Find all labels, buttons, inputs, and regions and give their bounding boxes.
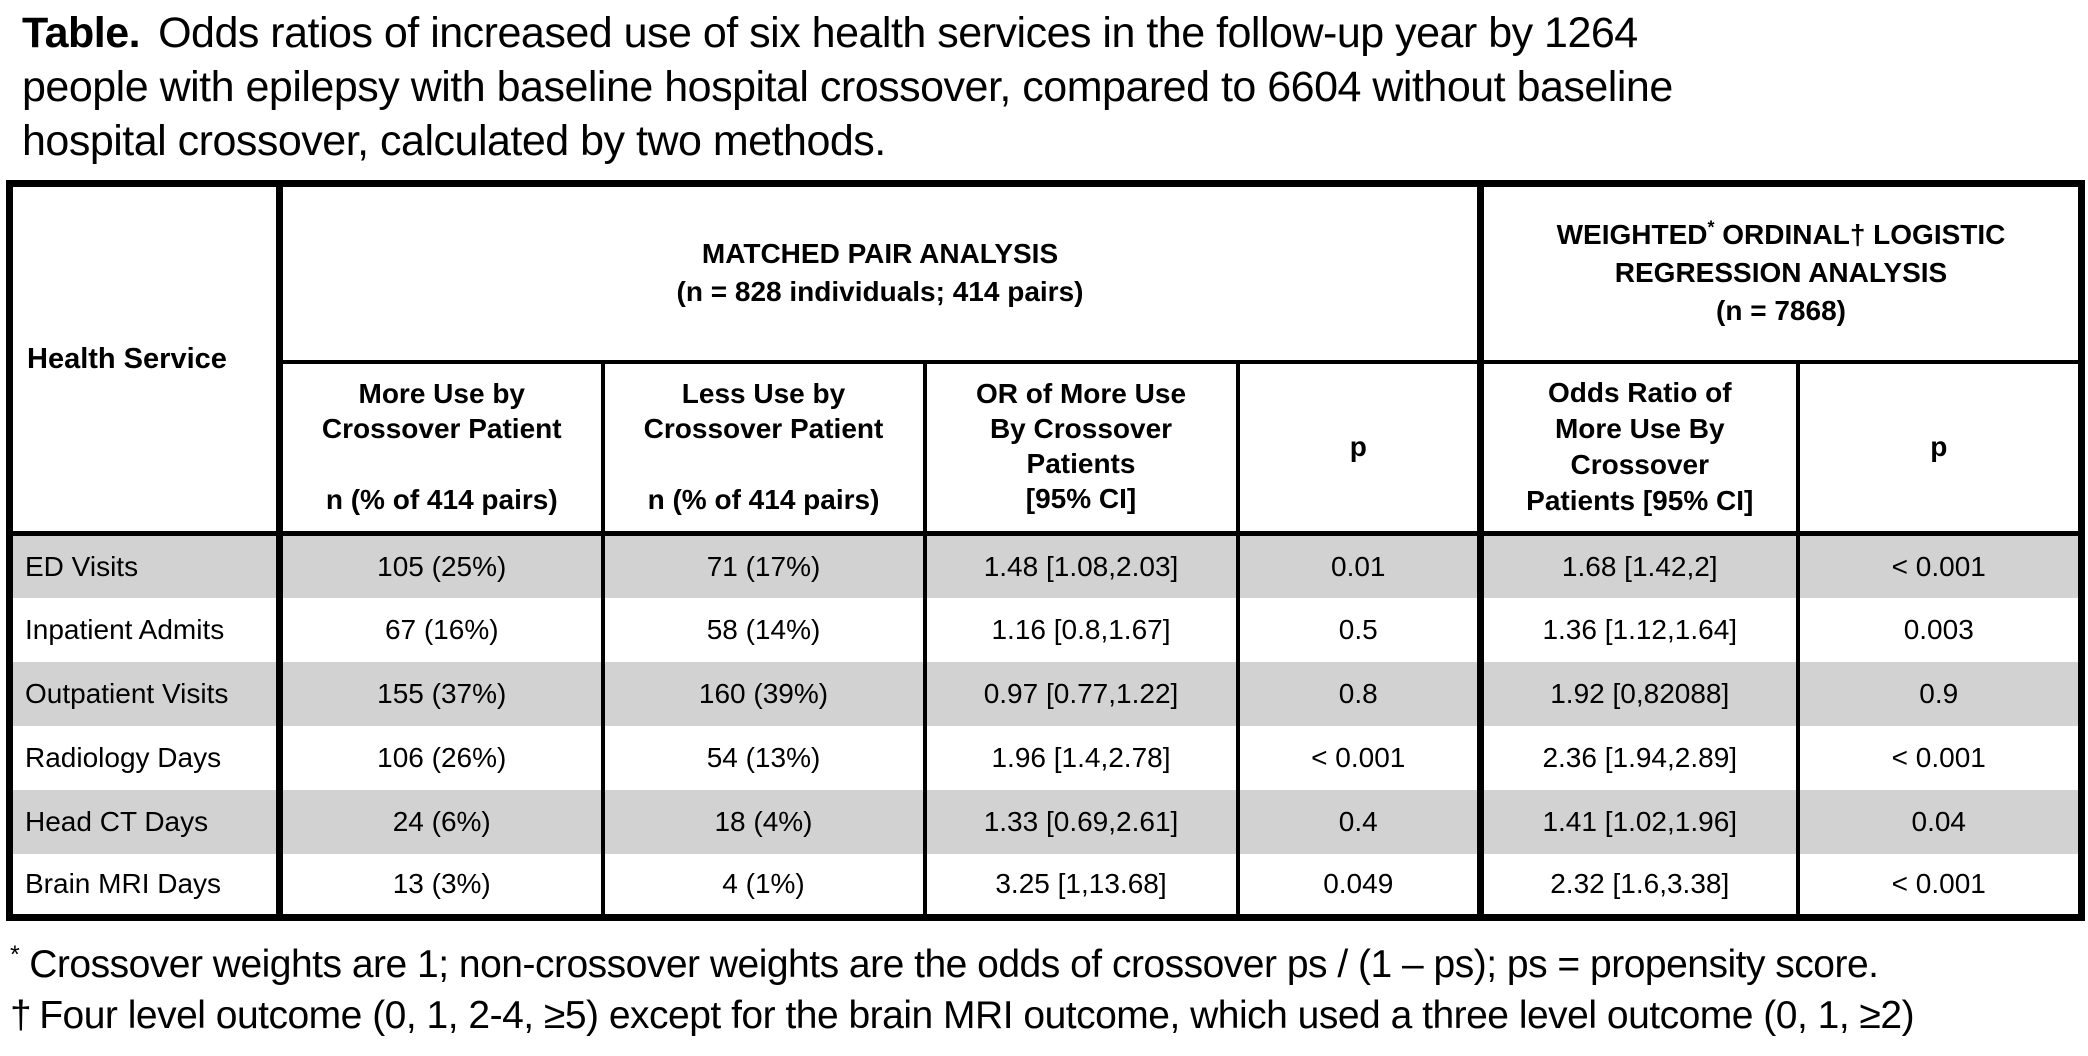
or-weighted-line2: More Use By [1554, 413, 1725, 445]
p-cell: 0.8 [1235, 661, 1481, 726]
more-use-n-label: n (% of 414 pairs) [325, 483, 558, 515]
more-use-title: More Use by Crossover Patient [287, 376, 601, 446]
table-row-inpatient-admits: Inpatient Admits 67 (16%) 58 (14%) 1.16 … [10, 597, 2082, 662]
weighted-p-cell: < 0.001 [1795, 533, 2082, 598]
weighted-p-cell: 0.04 [1795, 789, 2082, 854]
paper-table-figure: Table. Odds ratios of increased use of si… [0, 6, 2088, 1056]
more-use-line2: Crossover Patient [321, 412, 562, 444]
asterisk-marker: * [10, 941, 20, 969]
or-ci-cell: 1.16 [0.8,1.67] [922, 597, 1238, 662]
more-use-cell: 155 (37%) [276, 661, 603, 726]
caption-line-1: Table. Odds ratios of increased use of si… [22, 6, 2088, 60]
footnote-weights: * Crossover weights are 1; non-crossover … [10, 939, 2088, 990]
or-matched-title: OR of More Use By Crossover Patients [929, 376, 1236, 481]
service-cell: ED Visits [9, 533, 280, 598]
odds-ratio-table: Health Service MATCHED PAIR ANALYSIS (n … [6, 180, 2085, 921]
caption-prefix: Table. [22, 9, 141, 57]
or-weighted-line1: Odds Ratio of [1547, 377, 1732, 409]
less-use-cell: 58 (14%) [600, 597, 925, 662]
less-use-cell: 54 (13%) [600, 725, 925, 790]
less-use-cell: 71 (17%) [600, 533, 925, 598]
table-row-head-ct-days: Head CT Days 24 (6%) 18 (4%) 1.33 [0.69,… [9, 789, 2082, 854]
weighted-or-ci-cell: 2.32 [1.6,3.38] [1477, 853, 1798, 918]
service-cell: Outpatient Visits [9, 661, 280, 726]
or-ci-cell: 3.25 [1,13.68] [922, 853, 1238, 918]
less-use-title: Less Use by Crossover Patient [607, 376, 923, 446]
p-cell: 0.4 [1235, 789, 1481, 854]
p-cell: 0.049 [1235, 853, 1481, 918]
service-cell: Inpatient Admits [25, 613, 225, 645]
table-caption: Table. Odds ratios of increased use of si… [22, 6, 2088, 168]
service-cell: Head CT Days [9, 789, 280, 854]
more-use-cell: 24 (6%) [276, 789, 603, 854]
less-use-cell: 4 (1%) [600, 853, 925, 918]
less-use-line2: Crossover Patient [643, 412, 884, 444]
footnote-outcome-text: Four level outcome (0, 1, 2-4, ≥5) excep… [39, 994, 1915, 1037]
weighted-n: (n = 7868) [1716, 295, 1846, 327]
or-ci-cell: 1.96 [1.4,2.78] [922, 725, 1238, 790]
col-header-p-weighted: p [1795, 361, 2082, 536]
matched-pair-n: (n = 828 individuals; 414 pairs) [676, 276, 1084, 308]
more-use-cell: 106 (26%) [276, 725, 603, 790]
less-use-n-label: n (% of 414 pairs) [647, 483, 880, 515]
weighted-title-pre: WEIGHTED [1556, 219, 1708, 251]
more-use-cell: 105 (25%) [276, 533, 603, 598]
col-header-health-service: Health Service [9, 183, 280, 536]
weighted-p-cell: 0.003 [1795, 597, 2082, 662]
table-row-outpatient-visits: Outpatient Visits 155 (37%) 160 (39%) 0.… [9, 661, 2082, 726]
col-header-less-use: Less Use by Crossover Patient n (% of 414… [600, 361, 925, 536]
asterisk-footnote-marker: * [1707, 217, 1715, 238]
caption-line-2: people with epilepsy with baseline hospi… [22, 63, 1673, 111]
header-row-columns: More Use by Crossover Patient n (% of 414… [10, 361, 2082, 536]
more-use-cell: 67 (16%) [276, 597, 603, 662]
col-header-p-matched: p [1235, 361, 1481, 536]
weighted-p-cell: < 0.001 [1795, 853, 2082, 918]
weighted-or-ci-cell: 1.41 [1.02,1.96] [1477, 789, 1798, 854]
weighted-title-line-1: WEIGHTED* ORDINAL† LOGISTIC [1488, 216, 2079, 254]
or-ci-cell: 0.97 [0.77,1.22] [922, 661, 1238, 726]
table-row-radiology-days: Radiology Days 106 (26%) 54 (13%) 1.96 [… [10, 725, 2082, 790]
less-use-cell: 160 (39%) [600, 661, 925, 726]
service-cell: Brain MRI Days [25, 867, 222, 899]
col-header-or-matched: OR of More Use By Crossover Patients [95% … [922, 361, 1238, 536]
weighted-title-post: ORDINAL† LOGISTIC [1714, 219, 2006, 251]
weighted-or-ci-cell: 1.68 [1.42,2] [1477, 533, 1798, 598]
weighted-or-ci-cell: 1.36 [1.12,1.64] [1477, 597, 1798, 662]
header-row-groups: Health Service MATCHED PAIR ANALYSIS (n … [9, 183, 2082, 536]
or-weighted-line3: Crossover [1570, 449, 1709, 481]
less-use-line1: Less Use by [681, 377, 846, 409]
col-header-or-weighted: Odds Ratio of More Use By Crossover Pati… [1477, 361, 1798, 536]
weighted-or-ci-cell: 2.36 [1.94,2.89] [1477, 725, 1798, 790]
less-use-cell: 18 (4%) [600, 789, 925, 854]
weighted-or-ci-cell: 1.92 [0,82088] [1477, 661, 1798, 726]
more-use-cell: 13 (3%) [276, 853, 603, 918]
or-ci-cell: 1.33 [0.69,2.61] [922, 789, 1238, 854]
table-row-ed-visits: ED Visits 105 (25%) 71 (17%) 1.48 [1.08,… [9, 533, 2082, 598]
or-matched-line3: Patients [1026, 447, 1136, 479]
more-use-line1: More Use by [358, 377, 526, 409]
or-matched-line2: By Crossover [989, 412, 1173, 444]
group-header-matched-pair: MATCHED PAIR ANALYSIS (n = 828 individua… [276, 183, 1481, 364]
caption-line-3: hospital crossover, calculated by two me… [22, 117, 886, 165]
p-cell: < 0.001 [1235, 725, 1481, 790]
matched-pair-title: MATCHED PAIR ANALYSIS [701, 238, 1059, 270]
or-matched-line1: OR of More Use [975, 377, 1187, 409]
or-ci-cell: 1.48 [1.08,2.03] [922, 533, 1238, 598]
or-weighted-line4: Patients [95% CI] [1526, 485, 1754, 517]
or-matched-ci-label: [95% CI] [1025, 482, 1137, 514]
group-header-weighted-ordinal: WEIGHTED* ORDINAL† LOGISTIC REGRESSION A… [1477, 183, 2082, 364]
table-row-brain-mri-days: Brain MRI Days 13 (3%) 4 (1%) 3.25 [1,13… [10, 853, 2082, 918]
weighted-p-cell: < 0.001 [1795, 725, 2082, 790]
p-cell: 0.01 [1235, 533, 1481, 598]
weighted-title-line-2: REGRESSION ANALYSIS [1614, 257, 1948, 289]
weighted-p-cell: 0.9 [1795, 661, 2082, 726]
footnote-outcome-levels: † Four level outcome (0, 1, 2-4, ≥5) exce… [10, 990, 2088, 1041]
col-header-more-use: More Use by Crossover Patient n (% of 414… [276, 361, 603, 536]
footnotes: * Crossover weights are 1; non-crossover … [10, 939, 2088, 1041]
service-cell: Radiology Days [25, 741, 222, 773]
dagger-marker: † [10, 994, 32, 1037]
footnote-weights-text: Crossover weights are 1; non-crossover w… [29, 943, 1879, 986]
p-cell: 0.5 [1235, 597, 1481, 662]
caption-text-1: Odds ratios of increased use of six heal… [158, 9, 1638, 57]
